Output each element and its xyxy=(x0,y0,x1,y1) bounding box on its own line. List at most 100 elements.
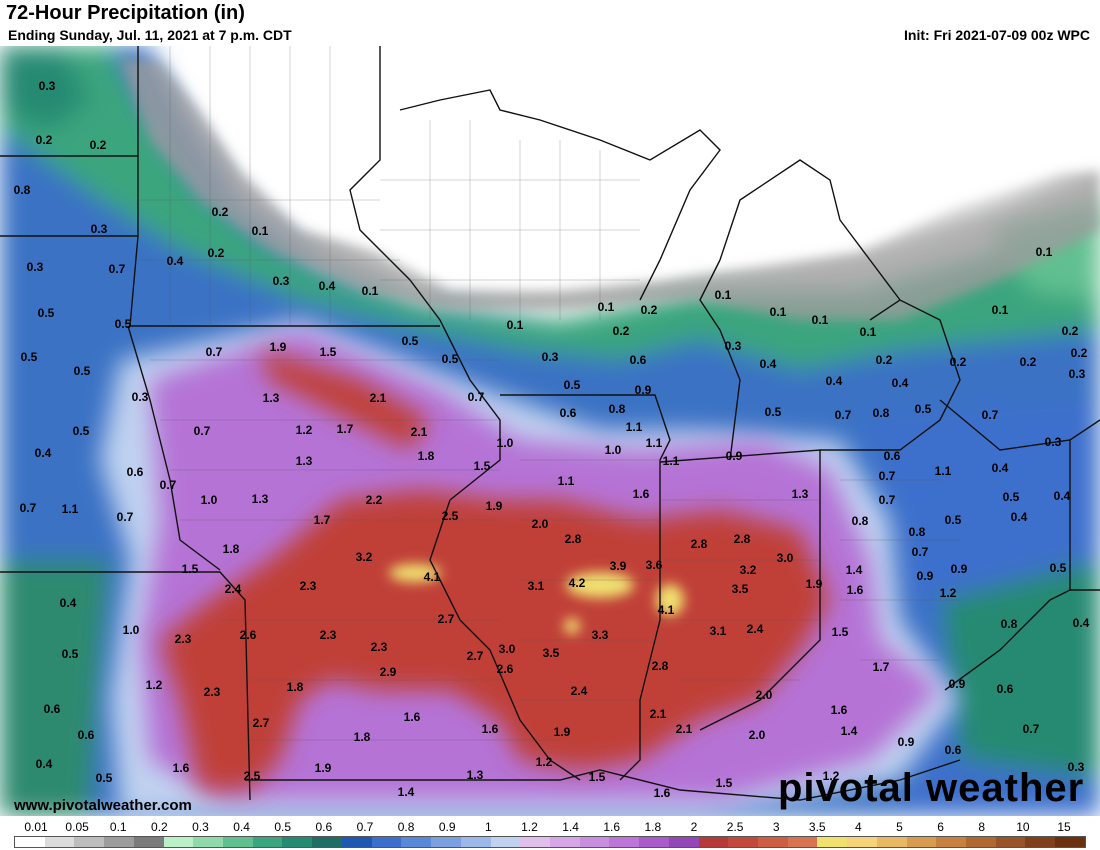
precip-value-label: 0.7 xyxy=(109,262,126,276)
legend-swatch xyxy=(1025,837,1056,847)
precip-value-label: 0.6 xyxy=(78,728,95,742)
legend-label: 0.8 xyxy=(397,820,415,834)
precip-value-label: 0.3 xyxy=(1068,760,1085,774)
model-init-time: Init: Fri 2021-07-09 00z WPC xyxy=(904,27,1090,43)
precip-value-label: 1.6 xyxy=(831,703,848,717)
precip-value-label: 0.4 xyxy=(826,374,843,388)
precip-value-label: 0.2 xyxy=(1020,355,1037,369)
precipitation-legend: 0.01 0.05 0.1 0.2 0.3 0.4 0.5 0.6 0.7 0.8 0.9 1 1.2 1… xyxy=(0,816,1100,850)
precip-value-label: 3.5 xyxy=(543,646,560,660)
precip-value-label: 0.4 xyxy=(167,254,184,268)
precip-value-label: 0.2 xyxy=(1062,324,1079,338)
legend-label: 0.4 xyxy=(233,820,250,834)
county-lines xyxy=(138,46,960,741)
legend-swatch xyxy=(401,837,432,847)
precip-value-label: 0.1 xyxy=(715,288,732,302)
precip-value-label: 0.5 xyxy=(402,334,419,348)
precip-value-label: 0.5 xyxy=(1050,561,1067,575)
legend-swatch xyxy=(460,837,491,847)
precip-value-label: 0.5 xyxy=(915,402,932,416)
precip-value-label: 1.4 xyxy=(841,724,858,738)
precip-value-label: 0.3 xyxy=(1045,435,1062,449)
precip-value-label: 0.4 xyxy=(1073,616,1090,630)
precip-value-label: 0.5 xyxy=(73,424,90,438)
precip-value-label: 0.1 xyxy=(362,284,379,298)
legend-label: 1 xyxy=(484,820,492,834)
precip-value-label: 0.4 xyxy=(892,376,909,390)
precip-value-label: 0.1 xyxy=(507,318,524,332)
precip-value-label: 2.0 xyxy=(749,728,766,742)
legend-swatch xyxy=(193,837,224,847)
legend-label: 0.01 xyxy=(24,820,48,834)
precip-value-label: 1.0 xyxy=(123,623,140,637)
precip-value-label: 2.8 xyxy=(565,532,582,546)
precip-value-label: 0.1 xyxy=(860,325,877,339)
legend-swatch xyxy=(223,837,253,847)
precip-value-label: 0.8 xyxy=(14,183,31,197)
precip-value-label: 0.5 xyxy=(62,647,79,661)
precip-value-label: 1.6 xyxy=(847,583,864,597)
legend-label: 0.5 xyxy=(274,820,292,834)
map-boundaries xyxy=(0,46,1100,801)
legend-label: 1.8 xyxy=(644,820,662,834)
legend-swatch xyxy=(282,837,313,847)
precip-value-label: 0.4 xyxy=(319,279,336,293)
precip-value-label: 1.5 xyxy=(589,770,606,784)
precip-value-label: 1.0 xyxy=(201,493,218,507)
precip-value-label: 3.3 xyxy=(592,628,609,642)
precipitation-value-labels: 0.3 0.2 0.2 0.8 0.2 0.1 0.3 0.2 0.4 0.3 0.7 0.3 0.4 0… xyxy=(14,79,1090,800)
legend-label: 5 xyxy=(896,820,903,834)
precip-value-label: 0.3 xyxy=(132,390,149,404)
precip-value-label: 1.2 xyxy=(296,423,313,437)
precip-value-label: 0.9 xyxy=(635,383,652,397)
precip-value-label: 0.1 xyxy=(770,305,787,319)
precip-value-label: 0.2 xyxy=(613,324,630,338)
precip-value-label: 1.6 xyxy=(633,487,650,501)
precip-value-label: 0.2 xyxy=(208,246,225,260)
precip-value-label: 1.6 xyxy=(173,761,190,775)
precip-value-label: 2.5 xyxy=(244,769,261,783)
precip-value-label: 1.3 xyxy=(296,454,313,468)
legend-label: 15 xyxy=(1057,820,1071,834)
legend-swatch xyxy=(44,837,75,847)
precip-value-label: 1.0 xyxy=(605,443,622,457)
precip-value-label: 0.5 xyxy=(564,378,581,392)
precip-value-label: 0.6 xyxy=(997,682,1014,696)
legend-swatch xyxy=(876,837,907,847)
precip-value-label: 1.6 xyxy=(404,710,421,724)
precip-value-label: 0.6 xyxy=(945,743,962,757)
precip-value-label: 3.5 xyxy=(732,582,749,596)
precip-value-label: 0.7 xyxy=(194,424,211,438)
precip-value-label: 2.8 xyxy=(691,537,708,551)
legend-label: 2 xyxy=(690,820,698,834)
precip-value-label: 0.3 xyxy=(273,274,290,288)
precip-value-label: 0.9 xyxy=(949,677,966,691)
precip-value-label: 3.9 xyxy=(610,559,627,573)
brand-logo: pivotal weather xyxy=(778,766,1085,810)
map-title: 72-Hour Precipitation (in) xyxy=(6,2,245,24)
precip-value-label: 4.1 xyxy=(658,603,675,617)
precip-value-label: 2.6 xyxy=(240,628,257,642)
precip-value-label: 1.8 xyxy=(287,680,304,694)
legend-swatch xyxy=(341,837,372,847)
precip-value-label: 3.2 xyxy=(740,563,757,577)
precip-value-label: 0.6 xyxy=(884,449,901,463)
precip-value-label: 2.3 xyxy=(204,685,221,699)
precip-value-label: 0.1 xyxy=(1036,245,1053,259)
legend-swatch xyxy=(609,837,640,847)
precip-value-label: 2.3 xyxy=(300,579,317,593)
legend-swatch xyxy=(787,837,818,847)
legend-swatch xyxy=(966,837,996,847)
map-subtitle: Ending Sunday, Jul. 11, 2021 at 7 p.m. C… xyxy=(8,27,292,43)
precip-value-label: 1.1 xyxy=(935,464,952,478)
website-url[interactable]: www.pivotalweather.com xyxy=(14,797,192,814)
precipitation-map: 0.3 0.2 0.2 0.8 0.2 0.1 0.3 0.2 0.4 0.3 0.7 0.3 0.4 0… xyxy=(0,46,1100,816)
legend-swatch xyxy=(639,837,669,847)
precip-value-label: 0.1 xyxy=(252,224,269,238)
legend-label: 1.4 xyxy=(562,820,579,834)
precip-value-label: 0.9 xyxy=(726,449,743,463)
legend-swatch xyxy=(490,837,521,847)
precip-value-label: 3.0 xyxy=(499,642,516,656)
precip-value-label: 0.4 xyxy=(36,757,53,771)
precip-value-label: 1.5 xyxy=(474,459,491,473)
